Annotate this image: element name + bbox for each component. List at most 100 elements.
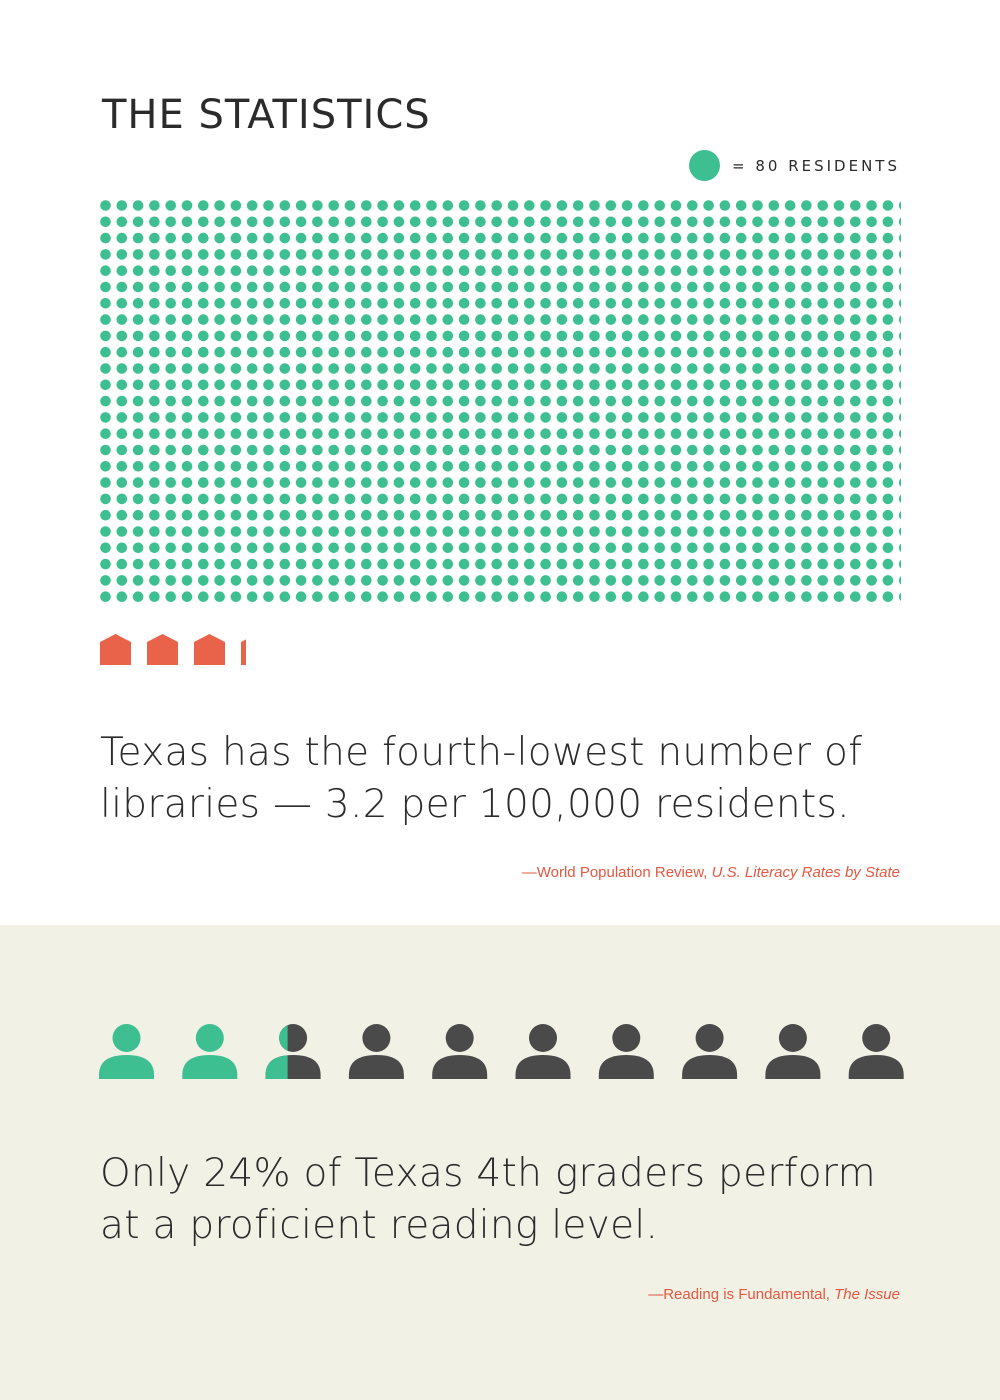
resident-dot <box>719 542 731 554</box>
resident-dot <box>768 477 780 488</box>
resident-dot <box>361 461 372 472</box>
resident-dot <box>344 509 356 521</box>
resident-dot <box>246 526 258 537</box>
resident-dot <box>898 364 901 373</box>
resident-dot <box>246 216 258 228</box>
resident-dot <box>491 591 503 602</box>
resident-dot <box>670 461 682 472</box>
resident-dot <box>817 526 828 537</box>
resident-dot <box>687 509 698 521</box>
resident-dot <box>735 379 747 391</box>
resident-dot <box>230 281 242 293</box>
resident-dot <box>442 477 454 488</box>
resident-dot <box>638 477 649 488</box>
resident-dot <box>605 379 617 391</box>
resident-dot <box>165 428 176 439</box>
resident-dot <box>703 526 714 537</box>
resident-dot <box>377 526 388 537</box>
resident-dot <box>572 412 584 423</box>
resident-dot <box>752 314 763 325</box>
resident-dot <box>833 461 845 472</box>
resident-dot <box>866 232 877 244</box>
resident-dot <box>735 281 747 293</box>
resident-dot <box>491 428 503 439</box>
resident-dot <box>572 542 584 554</box>
resident-dot <box>132 428 144 439</box>
resident-dot <box>181 575 193 586</box>
resident-dot <box>556 542 568 554</box>
resident-dot <box>181 330 193 342</box>
resident-dot <box>181 281 193 293</box>
resident-dot <box>784 216 796 228</box>
resident-dot <box>654 216 665 228</box>
resident-dot <box>361 558 372 570</box>
resident-dot <box>735 428 747 439</box>
resident-dot <box>426 575 437 586</box>
resident-dot <box>312 395 323 407</box>
resident-dot <box>605 298 617 309</box>
resident-dot <box>524 346 535 358</box>
resident-dot <box>198 314 209 325</box>
resident-dot <box>638 265 649 276</box>
resident-dot <box>605 428 617 439</box>
resident-dot <box>882 575 894 586</box>
resident-dot <box>703 330 714 342</box>
resident-dot <box>540 346 551 358</box>
resident-dot <box>784 379 796 391</box>
resident-dot <box>687 591 698 602</box>
resident-dot <box>605 412 617 423</box>
resident-dot <box>654 444 665 456</box>
resident-dot <box>132 591 144 602</box>
resident-dot <box>784 249 796 260</box>
resident-dot <box>784 298 796 309</box>
resident-dot <box>703 281 714 293</box>
resident-dot <box>214 363 225 374</box>
resident-dot <box>377 461 388 472</box>
resident-dot <box>214 412 225 423</box>
resident-dot <box>393 200 405 211</box>
resident-dot <box>882 477 894 488</box>
resident-dot <box>784 477 796 488</box>
resident-dot <box>100 575 111 586</box>
resident-dot <box>475 330 486 342</box>
resident-dot <box>670 591 682 602</box>
resident-dot <box>605 265 617 276</box>
resident-dot <box>377 444 388 456</box>
resident-dot <box>768 509 780 521</box>
resident-dot <box>768 444 780 456</box>
resident-dot <box>458 200 470 211</box>
resident-dot <box>426 461 437 472</box>
resident-dot <box>866 265 877 276</box>
resident-dot <box>328 477 339 488</box>
resident-dot <box>850 477 861 488</box>
resident-dot <box>801 558 812 570</box>
library-icons <box>100 634 246 665</box>
resident-dot <box>426 412 437 423</box>
resident-dot <box>898 380 901 390</box>
resident-dot <box>214 330 225 342</box>
resident-dot <box>524 249 535 260</box>
resident-dot <box>116 526 128 537</box>
resident-dot <box>344 575 356 586</box>
resident-dot <box>279 493 291 505</box>
resident-dot <box>312 232 323 244</box>
resident-dot <box>524 575 535 586</box>
resident-dot <box>654 412 665 423</box>
resident-dot <box>328 298 339 309</box>
resident-dot <box>801 265 812 276</box>
resident-dot <box>214 444 225 456</box>
resident-dot <box>198 216 209 228</box>
resident-dot <box>735 575 747 586</box>
resident-dot <box>181 216 193 228</box>
resident-dot <box>279 444 291 456</box>
resident-dot <box>132 346 144 358</box>
resident-dot <box>279 265 291 276</box>
resident-dot <box>621 477 633 488</box>
resident-dot <box>589 249 600 260</box>
resident-dot <box>670 298 682 309</box>
people-icons <box>99 1024 904 1079</box>
resident-dot <box>850 298 861 309</box>
resident-dot <box>801 477 812 488</box>
resident-dot <box>442 216 454 228</box>
resident-dot <box>752 526 763 537</box>
